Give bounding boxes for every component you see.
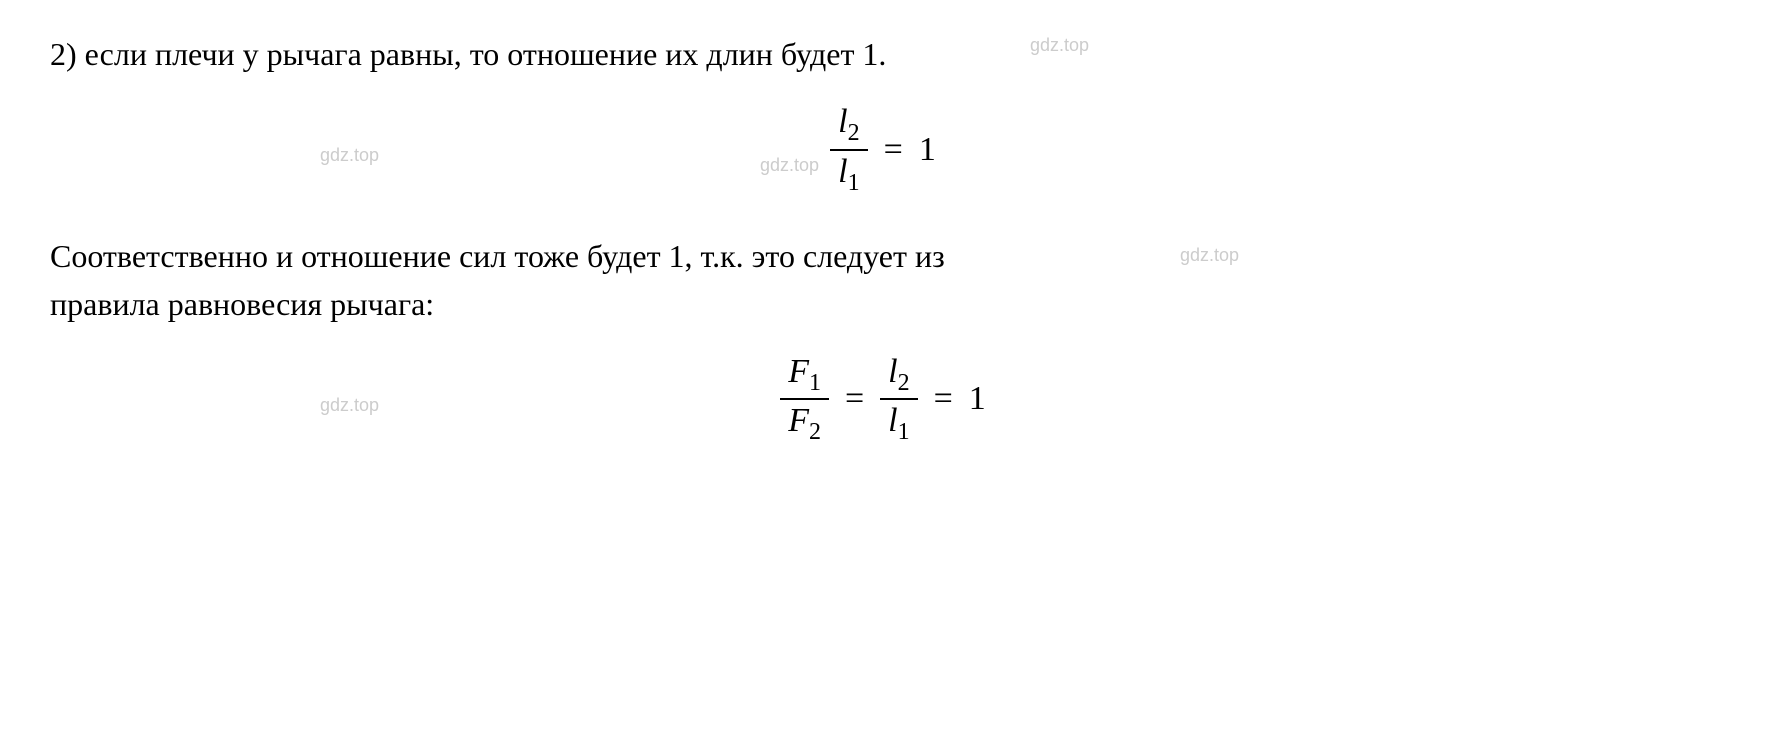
equals-sign: = — [934, 380, 953, 418]
result-value: 1 — [919, 131, 936, 169]
variable-l: l — [838, 153, 847, 190]
denominator: l1 — [880, 400, 917, 446]
denominator: F2 — [780, 400, 829, 446]
paragraph-text: если плечи у рычага равны, то отношение … — [85, 36, 887, 72]
subscript-1: 1 — [809, 369, 821, 395]
paragraph-prefix: 2) — [50, 36, 85, 72]
fraction-l2-l1: l2 l1 — [880, 353, 917, 447]
paragraph-1: 2) если плечи у рычага равны, то отношен… — [50, 30, 1716, 78]
subscript-1: 1 — [898, 419, 910, 445]
result-value: 1 — [969, 380, 986, 418]
variable-f: F — [788, 353, 809, 390]
equation-1: l2 l1 = 1 — [50, 103, 1716, 197]
numerator: F1 — [780, 353, 829, 401]
numerator: l2 — [880, 353, 917, 401]
subscript-2: 2 — [898, 369, 910, 395]
equals-sign: = — [884, 131, 903, 169]
subscript-2: 2 — [848, 120, 860, 146]
variable-f: F — [788, 402, 809, 439]
variable-l: l — [888, 402, 897, 439]
subscript-2: 2 — [809, 419, 821, 445]
variable-l: l — [888, 353, 897, 390]
variable-l: l — [838, 103, 847, 140]
numerator: l2 — [830, 103, 867, 151]
paragraph-2: Соответственно и отношение сил тоже буде… — [50, 232, 1716, 328]
equals-sign: = — [845, 380, 864, 418]
paragraph-line-1: Соответственно и отношение сил тоже буде… — [50, 238, 945, 274]
equation-2: F1 F2 = l2 l1 = 1 — [50, 353, 1716, 447]
fraction-f1-f2: F1 F2 — [780, 353, 829, 447]
fraction-l2-l1: l2 l1 — [830, 103, 867, 197]
paragraph-line-2: правила равновесия рычага: — [50, 286, 434, 322]
denominator: l1 — [830, 151, 867, 197]
subscript-1: 1 — [848, 170, 860, 196]
